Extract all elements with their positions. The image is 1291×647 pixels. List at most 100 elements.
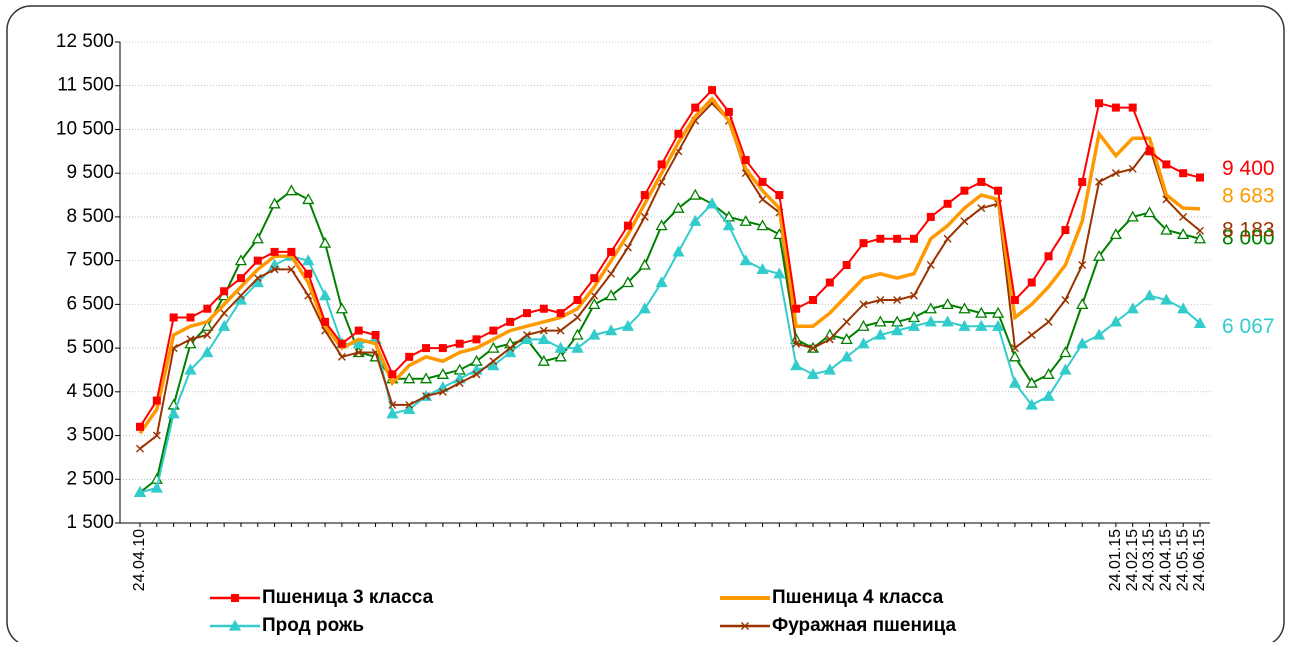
line (139, 202, 1201, 494)
series: 8 000 (133, 184, 1275, 498)
marker (590, 291, 599, 300)
marker (169, 313, 178, 322)
marker (773, 267, 786, 279)
marker (739, 214, 752, 226)
marker (756, 219, 769, 231)
marker (792, 339, 801, 348)
marker (287, 265, 296, 274)
marker (977, 177, 986, 186)
marker (236, 291, 245, 300)
line (139, 189, 1201, 494)
marker (621, 276, 635, 288)
marker (556, 309, 565, 318)
marker (809, 344, 818, 353)
marker (1179, 212, 1188, 221)
marker (1196, 226, 1204, 235)
y-tick-label: 1 500 (66, 512, 114, 533)
marker (907, 319, 921, 331)
legend-label: Фуражная пшеница (772, 615, 957, 636)
marker (790, 359, 803, 371)
end-label: 8 183 (1222, 218, 1275, 241)
marker (302, 193, 315, 205)
marker (775, 191, 784, 200)
marker (371, 330, 380, 339)
marker (1160, 293, 1173, 305)
marker (640, 212, 649, 221)
marker (1095, 99, 1104, 108)
marker (792, 304, 801, 313)
marker (152, 396, 161, 405)
marker (321, 317, 330, 326)
marker (253, 256, 262, 265)
marker (335, 302, 349, 314)
y-tick-label: 8 500 (66, 206, 114, 227)
marker (842, 261, 851, 270)
marker (1179, 169, 1188, 178)
marker (337, 339, 346, 348)
marker (253, 274, 262, 283)
marker (722, 219, 735, 231)
marker (689, 188, 702, 200)
marker (1126, 210, 1139, 222)
marker (943, 199, 952, 208)
marker (150, 481, 163, 493)
marker (203, 330, 212, 339)
marker (590, 274, 599, 283)
marker (220, 287, 229, 296)
marker (893, 234, 902, 243)
marker (573, 295, 582, 304)
marker (806, 367, 820, 379)
marker (1025, 398, 1038, 410)
marker (809, 295, 818, 304)
marker (1059, 346, 1072, 358)
marker (605, 289, 618, 301)
marker (218, 319, 231, 331)
marker (268, 197, 281, 209)
marker (455, 379, 464, 388)
marker (621, 319, 635, 331)
marker (1061, 226, 1070, 235)
marker (1193, 232, 1207, 244)
marker (220, 309, 229, 318)
marker (1008, 350, 1022, 362)
marker (672, 201, 685, 213)
marker (1111, 169, 1120, 178)
marker (926, 261, 935, 270)
marker (655, 276, 668, 288)
marker (504, 346, 517, 358)
marker (1092, 249, 1106, 261)
marker (958, 319, 971, 331)
x-tick-label: 24.05.15 (1174, 529, 1191, 591)
marker (924, 302, 937, 314)
marker (1177, 302, 1190, 314)
marker (287, 247, 296, 256)
marker (472, 335, 481, 344)
marker (337, 352, 346, 361)
marker (438, 344, 447, 353)
marker (537, 333, 550, 344)
marker (201, 346, 214, 358)
marker (1128, 164, 1137, 173)
marker (1027, 330, 1036, 339)
marker (251, 232, 264, 244)
y-tick-label: 7 500 (66, 250, 114, 271)
marker (167, 407, 180, 419)
x-tick-label: 24.04.10 (131, 529, 148, 591)
marker (825, 335, 834, 344)
marker (705, 197, 719, 209)
marker (1145, 147, 1154, 156)
marker (186, 313, 195, 322)
marker (1042, 389, 1055, 401)
marker (874, 315, 887, 327)
marker (1109, 315, 1122, 327)
marker (960, 217, 969, 226)
marker (436, 367, 449, 379)
marker (136, 444, 144, 453)
marker (689, 214, 702, 226)
marker (975, 319, 988, 331)
marker (438, 387, 447, 396)
marker (876, 234, 885, 243)
marker (756, 263, 769, 275)
marker (724, 107, 733, 116)
